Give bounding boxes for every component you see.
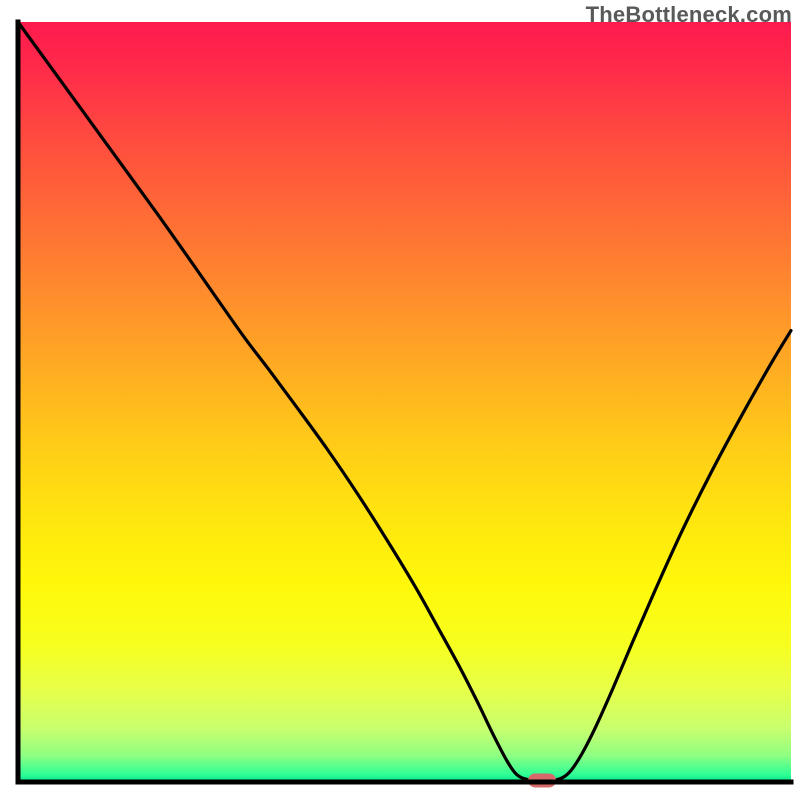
- plot-background: [18, 22, 791, 782]
- bottleneck-chart: [0, 0, 800, 800]
- chart-container: { "meta": { "watermark": "TheBottleneck.…: [0, 0, 800, 800]
